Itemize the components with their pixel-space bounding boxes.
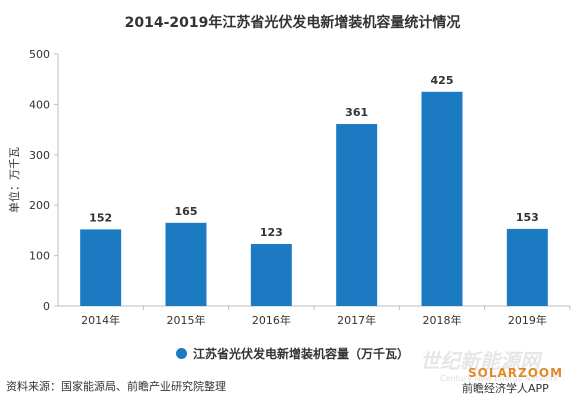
data-label: 152 [89,211,112,224]
data-label: 361 [345,106,368,119]
chart-axes: 0 100 200 300 400 500 单位：万千瓦 [7,48,571,313]
watermark: 世纪新能源网 [420,349,540,373]
bar [421,91,463,306]
legend-label: 江苏省光伏发电新增装机容量（万千瓦） [192,347,409,361]
y-tick-label: 400 [29,98,50,111]
legend-swatch [175,348,187,359]
data-label: 153 [516,211,539,224]
chart-title: 2014-2019年江苏省光伏发电新增装机容量统计情况 [124,15,461,31]
data-label: 165 [175,205,198,218]
data-label: 123 [260,226,283,239]
x-tick-label: 2018年 [423,313,462,327]
bar-group [80,91,548,306]
y-tick-label: 500 [29,48,50,61]
bar [165,222,207,306]
bar [80,229,122,306]
y-tick-label: 300 [29,149,50,162]
watermark-en: Century New Energy Network [440,374,559,383]
app-note: 前瞻经济学人APP [462,382,549,395]
y-tick-label: 200 [29,199,50,212]
bar [250,244,292,306]
x-tick-label: 2015年 [167,313,206,327]
legend: 江苏省光伏发电新增装机容量（万千瓦） [0,345,585,362]
bar [506,228,548,306]
source-note: 资料来源：国家能源局、前瞻产业研究院整理 [6,380,226,393]
data-label: 425 [431,74,454,87]
y-tick-label: 0 [43,300,50,313]
bar [336,124,378,306]
y-axis-label: 单位：万千瓦 [7,147,21,213]
y-tick-label: 100 [29,250,50,263]
label-group: 152 2014年 165 2015年 123 2016年 361 2017年 425 2018年… [81,74,547,327]
x-tick-label: 2014年 [81,313,120,327]
x-tick-label: 2017年 [337,313,376,327]
solarzoom-logo: SOLARZOOM [468,366,564,380]
x-tick-label: 2019年 [508,313,547,327]
x-tick-label: 2016年 [252,313,291,327]
